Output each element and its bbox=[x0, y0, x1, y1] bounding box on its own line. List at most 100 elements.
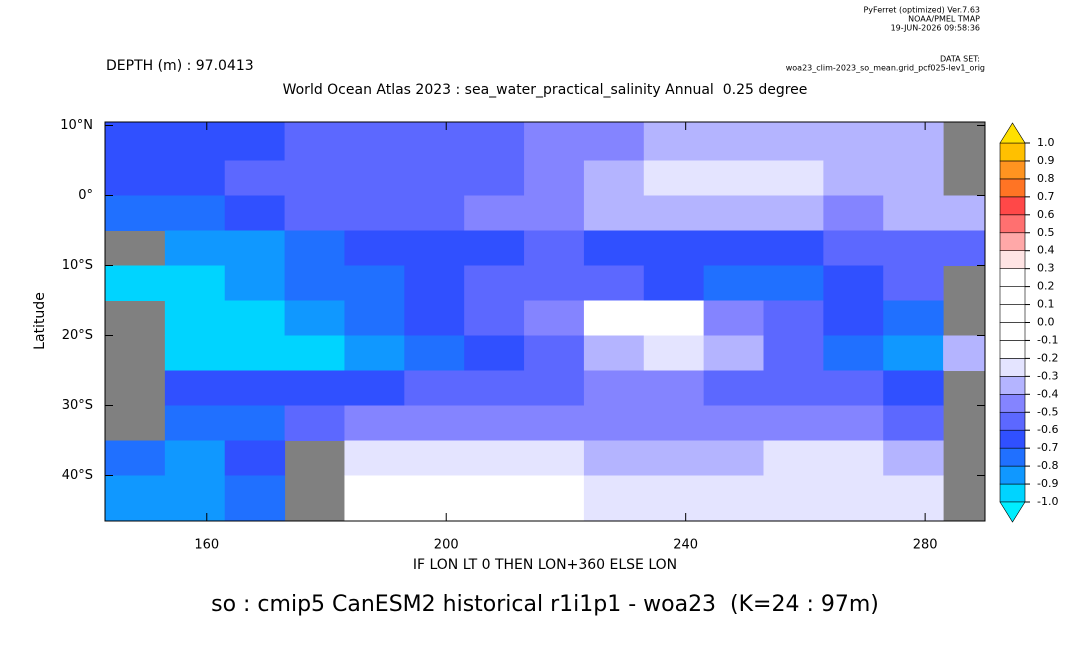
colorbar-label: -0.5 bbox=[1037, 405, 1058, 418]
cell bbox=[164, 300, 226, 336]
cell bbox=[883, 160, 944, 196]
cell bbox=[224, 265, 286, 301]
cell bbox=[883, 265, 944, 301]
cell bbox=[943, 335, 985, 371]
cell bbox=[224, 370, 286, 406]
cell bbox=[105, 195, 166, 231]
cell bbox=[284, 230, 345, 266]
cell bbox=[583, 405, 645, 441]
cell bbox=[464, 475, 525, 521]
depth-label: DEPTH (m) : 97.0413 bbox=[106, 58, 254, 74]
cell bbox=[164, 335, 226, 371]
y-tick-label: 0° bbox=[78, 188, 93, 203]
cell bbox=[703, 405, 765, 441]
cell bbox=[643, 335, 705, 371]
cell bbox=[164, 230, 226, 266]
cell bbox=[404, 300, 465, 336]
cell bbox=[583, 160, 645, 196]
dataset-line: DATA SET: bbox=[940, 55, 980, 64]
y-tick-label: 10°S bbox=[62, 258, 93, 273]
cell bbox=[883, 230, 944, 266]
cell bbox=[524, 195, 585, 231]
plot-frame bbox=[104, 121, 986, 522]
cell bbox=[703, 160, 765, 196]
cell bbox=[524, 265, 585, 301]
cell bbox=[643, 160, 705, 196]
x-tick-label: 240 bbox=[673, 538, 698, 553]
cell bbox=[344, 300, 405, 336]
cell bbox=[404, 475, 465, 521]
cell bbox=[344, 230, 405, 266]
cell bbox=[643, 300, 705, 336]
cell bbox=[823, 335, 884, 371]
colorbar-swatch bbox=[999, 429, 1026, 449]
cell bbox=[883, 300, 944, 336]
cell bbox=[404, 160, 465, 196]
cell bbox=[763, 195, 824, 231]
colorbar-swatch bbox=[999, 196, 1026, 216]
colorbar-label: 0.6 bbox=[1037, 208, 1055, 221]
software-line: PyFerret (optimized) Ver.7.63 bbox=[863, 6, 980, 15]
cell bbox=[703, 230, 765, 266]
cell bbox=[105, 265, 166, 301]
cell bbox=[583, 370, 645, 406]
cell bbox=[464, 160, 525, 196]
cell bbox=[164, 405, 226, 441]
dataset-line: woa23_clim-2023_so_mean.grid_pcf025-lev1… bbox=[786, 64, 985, 73]
cell bbox=[524, 230, 585, 266]
cell bbox=[344, 160, 405, 196]
colorbar-label: -0.1 bbox=[1037, 333, 1058, 346]
cell bbox=[883, 195, 944, 231]
cell bbox=[224, 230, 286, 266]
cell bbox=[823, 300, 884, 336]
cell bbox=[224, 405, 286, 441]
cell bbox=[524, 405, 585, 441]
colorbar-swatch bbox=[999, 465, 1026, 485]
colorbar-label: -1.0 bbox=[1037, 495, 1058, 508]
cell bbox=[763, 265, 824, 301]
y-tick-label: 30°S bbox=[62, 398, 93, 413]
cell bbox=[583, 335, 645, 371]
cell bbox=[224, 335, 286, 371]
software-line: 19-JUN-2026 09:58:36 bbox=[891, 24, 980, 33]
cell bbox=[464, 370, 525, 406]
cell bbox=[344, 440, 405, 476]
cell bbox=[284, 160, 345, 196]
cell bbox=[583, 122, 645, 161]
cell bbox=[464, 230, 525, 266]
cell bbox=[883, 122, 944, 161]
y-tick-label: 20°S bbox=[62, 328, 93, 343]
cell bbox=[105, 122, 166, 161]
cell bbox=[284, 370, 345, 406]
cell bbox=[344, 335, 405, 371]
cell bbox=[164, 265, 226, 301]
cell bbox=[583, 440, 645, 476]
cell bbox=[883, 475, 944, 521]
colorbar-over bbox=[999, 122, 1026, 144]
cell bbox=[763, 440, 824, 476]
colorbar-swatch bbox=[999, 411, 1026, 431]
cell bbox=[164, 122, 226, 161]
cell bbox=[524, 475, 585, 521]
colorbar-label: -0.6 bbox=[1037, 423, 1058, 436]
colorbar-label: 0.8 bbox=[1037, 172, 1055, 185]
colorbar-label: 0.5 bbox=[1037, 226, 1055, 239]
colorbar-label: 0.4 bbox=[1037, 244, 1055, 257]
cell bbox=[583, 230, 645, 266]
cell bbox=[344, 370, 405, 406]
cell bbox=[823, 160, 884, 196]
colorbar-swatch bbox=[999, 160, 1026, 180]
cell bbox=[823, 195, 884, 231]
cell bbox=[464, 405, 525, 441]
cell bbox=[643, 122, 705, 161]
cell bbox=[524, 370, 585, 406]
cell bbox=[404, 122, 465, 161]
cell bbox=[224, 440, 286, 476]
cell bbox=[583, 475, 645, 521]
colorbar-label: 0.3 bbox=[1037, 262, 1055, 275]
cell bbox=[763, 405, 824, 441]
cell bbox=[164, 160, 226, 196]
cell bbox=[404, 370, 465, 406]
cell bbox=[284, 265, 345, 301]
